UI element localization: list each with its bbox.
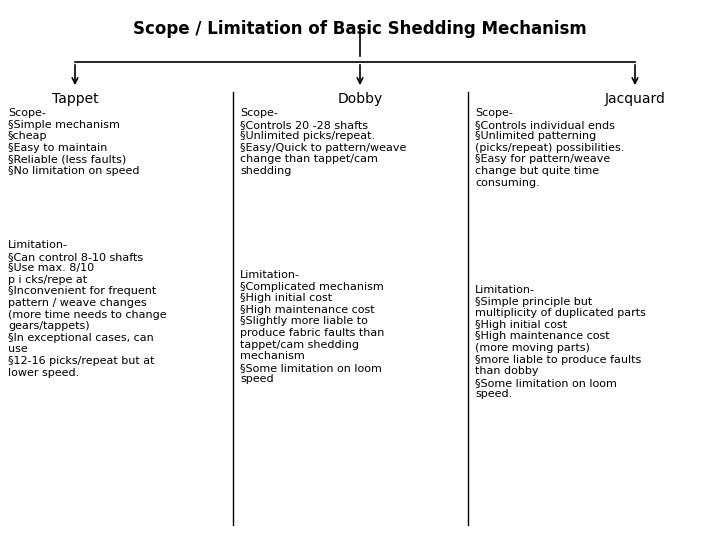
Text: Dobby: Dobby [338,92,382,106]
Text: Limitation-
§Complicated mechanism
§High initial cost
§High maintenance cost
§Sl: Limitation- §Complicated mechanism §High… [240,270,384,384]
Text: Scope-
§Controls 20 -28 shafts
§Unlimited picks/repeat.
§Easy/Quick to pattern/w: Scope- §Controls 20 -28 shafts §Unlimite… [240,108,406,176]
Text: Jacquard: Jacquard [605,92,665,106]
Text: Tappet: Tappet [52,92,99,106]
Text: Limitation-
§Can control 8-10 shafts
§Use max. 8/10
p i cks/repe at
§Inconvenien: Limitation- §Can control 8-10 shafts §Us… [8,240,166,377]
Text: Limitation-
§Simple principle but
multiplicity of duplicated parts
§High initial: Limitation- §Simple principle but multip… [475,285,646,400]
Text: Scope-
§Controls individual ends
§Unlimited patterning
(picks/repeat) possibilit: Scope- §Controls individual ends §Unlimi… [475,108,624,187]
Text: Scope-
§Simple mechanism
§cheap
§Easy to maintain
§Reliable (less faults)
§No li: Scope- §Simple mechanism §cheap §Easy to… [8,108,140,176]
Text: Scope / Limitation of Basic Shedding Mechanism: Scope / Limitation of Basic Shedding Mec… [133,20,587,38]
